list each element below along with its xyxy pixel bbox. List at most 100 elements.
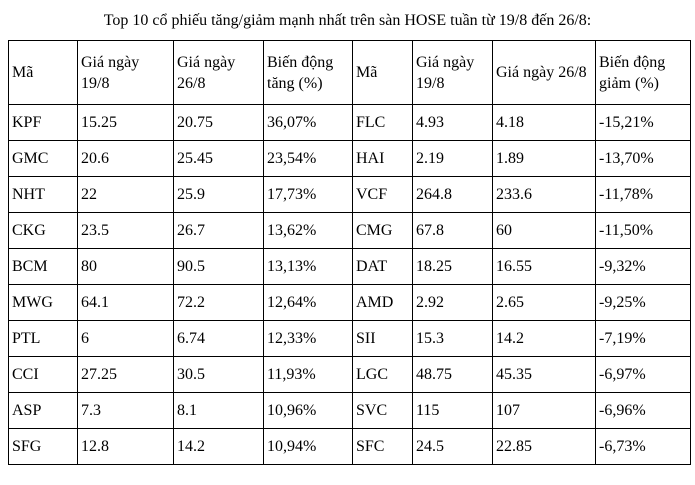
stock-code-cell: VCF (352, 176, 413, 213)
column-header: Biến động tăng (%) (263, 40, 353, 105)
value-cell: 233.6 (492, 176, 596, 213)
value-cell: 17,73% (263, 176, 353, 213)
value-cell: 264.8 (412, 176, 493, 213)
value-cell: 1.89 (492, 140, 596, 177)
value-cell: 6.74 (173, 320, 264, 357)
stock-code-cell: SFG (8, 428, 78, 465)
value-cell: -9,32% (595, 248, 691, 285)
value-cell: -11,50% (595, 212, 691, 249)
value-cell: 22.85 (492, 428, 596, 465)
value-cell: 90.5 (173, 248, 264, 285)
column-header: Giá ngày 26/8 (173, 40, 264, 105)
value-cell: 64.1 (77, 284, 174, 321)
value-cell: 13,62% (263, 212, 353, 249)
value-cell: 20.75 (173, 104, 264, 141)
value-cell: 2.19 (412, 140, 493, 177)
value-cell: 30.5 (173, 356, 264, 393)
table-row: BCM 80 90.5 13,13% DAT 18.25 16.55 -9,32% (8, 248, 691, 285)
stock-code-cell: FLC (352, 104, 413, 141)
value-cell: -9,25% (595, 284, 691, 321)
column-header: Giá ngày 26/8 (492, 40, 596, 105)
value-cell: -15,21% (595, 104, 691, 141)
value-cell: 80 (77, 248, 174, 285)
value-cell: 11,93% (263, 356, 353, 393)
value-cell: 10,96% (263, 392, 353, 429)
value-cell: 27.25 (77, 356, 174, 393)
table-row: KPF 15.25 20.75 36,07% FLC 4.93 4.18 -15,21% (8, 104, 691, 141)
value-cell: 7.3 (77, 392, 174, 429)
value-cell: 107 (492, 392, 596, 429)
stock-code-cell: HAI (352, 140, 413, 177)
table-row: SFG 12.8 14.2 10,94% SFC 24.5 22.85 -6,73% (8, 428, 691, 465)
stock-price-table: Mã Giá ngày 19/8 Giá ngày 26/8 Biến động tă… (8, 40, 691, 465)
stock-code-cell: GMC (8, 140, 78, 177)
table-row: ASP 7.3 8.1 10,96% SVC 115 107 -6,96% (8, 392, 691, 429)
value-cell: 23.5 (77, 212, 174, 249)
stock-code-cell: CCI (8, 356, 78, 393)
table-row: GMC 20.6 25.45 23,54% HAI 2.19 1.89 -13,70% (8, 140, 691, 177)
table-row: MWG 64.1 72.2 12,64% AMD 2.92 2.65 -9,25% (8, 284, 691, 321)
table-header: Mã Giá ngày 19/8 Giá ngày 26/8 Biến động tă… (8, 40, 691, 105)
value-cell: 14.2 (173, 428, 264, 465)
value-cell: 25.45 (173, 140, 264, 177)
value-cell: 12,33% (263, 320, 353, 357)
stock-code-cell: ASP (8, 392, 78, 429)
value-cell: -6,73% (595, 428, 691, 465)
value-cell: 25.9 (173, 176, 264, 213)
value-cell: 23,54% (263, 140, 353, 177)
value-cell: 13,13% (263, 248, 353, 285)
column-header: Giá ngày 19/8 (412, 40, 493, 105)
stock-code-cell: AMD (352, 284, 413, 321)
table-row: NHT 22 25.9 17,73% VCF 264.8 233.6 -11,78% (8, 176, 691, 213)
column-header: Mã (352, 40, 413, 105)
stock-code-cell: CMG (352, 212, 413, 249)
value-cell: 20.6 (77, 140, 174, 177)
value-cell: 26.7 (173, 212, 264, 249)
stock-code-cell: BCM (8, 248, 78, 285)
table-row: CKG 23.5 26.7 13,62% CMG 67.8 60 -11,50% (8, 212, 691, 249)
value-cell: 15.25 (77, 104, 174, 141)
value-cell: 22 (77, 176, 174, 213)
value-cell: 16.55 (492, 248, 596, 285)
value-cell: 18.25 (412, 248, 493, 285)
value-cell: 2.92 (412, 284, 493, 321)
value-cell: 12.8 (77, 428, 174, 465)
table-row: PTL 6 6.74 12,33% SII 15.3 14.2 -7,19% (8, 320, 691, 357)
value-cell: 45.35 (492, 356, 596, 393)
value-cell: 10,94% (263, 428, 353, 465)
column-header: Mã (8, 40, 78, 105)
value-cell: -6,97% (595, 356, 691, 393)
value-cell: 60 (492, 212, 596, 249)
value-cell: 6 (77, 320, 174, 357)
stock-code-cell: SVC (352, 392, 413, 429)
stock-code-cell: CKG (8, 212, 78, 249)
table-row: CCI 27.25 30.5 11,93% LGC 48.75 45.35 -6,97% (8, 356, 691, 393)
value-cell: 36,07% (263, 104, 353, 141)
value-cell: 14.2 (492, 320, 596, 357)
value-cell: 8.1 (173, 392, 264, 429)
value-cell: -6,96% (595, 392, 691, 429)
value-cell: 12,64% (263, 284, 353, 321)
column-header: Biến động giảm (%) (595, 40, 691, 105)
value-cell: 24.5 (412, 428, 493, 465)
value-cell: 72.2 (173, 284, 264, 321)
value-cell: 4.18 (492, 104, 596, 141)
stock-code-cell: NHT (8, 176, 78, 213)
stock-code-cell: LGC (352, 356, 413, 393)
value-cell: 67.8 (412, 212, 493, 249)
value-cell: -11,78% (595, 176, 691, 213)
value-cell: -13,70% (595, 140, 691, 177)
table-header-row: Mã Giá ngày 19/8 Giá ngày 26/8 Biến động tă… (8, 40, 691, 105)
page-title: Top 10 cổ phiếu tăng/giảm mạnh nhất trên… (103, 12, 592, 29)
value-cell: 115 (412, 392, 493, 429)
value-cell: 4.93 (412, 104, 493, 141)
value-cell: 2.65 (492, 284, 596, 321)
stock-code-cell: DAT (352, 248, 413, 285)
stock-code-cell: SFC (352, 428, 413, 465)
stock-code-cell: MWG (8, 284, 78, 321)
table-body: KPF 15.25 20.75 36,07% FLC 4.93 4.18 -15,21% GMC… (8, 104, 691, 465)
value-cell: 15.3 (412, 320, 493, 357)
column-header: Giá ngày 19/8 (77, 40, 174, 105)
value-cell: 48.75 (412, 356, 493, 393)
stock-code-cell: KPF (8, 104, 78, 141)
